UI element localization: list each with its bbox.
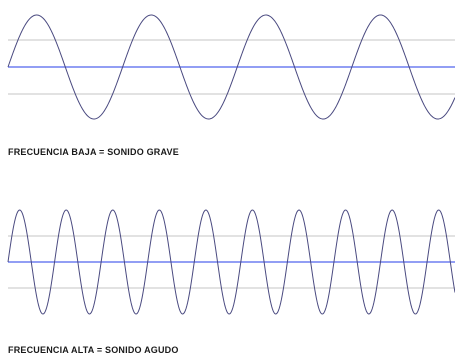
high-frequency-panel bbox=[7, 209, 455, 315]
low-frequency-caption: FRECUENCIA BAJA = SONIDO GRAVE bbox=[8, 147, 179, 157]
high-frequency-caption: FRECUENCIA ALTA = SONIDO AGUDO bbox=[8, 345, 179, 355]
low-frequency-wave bbox=[7, 14, 455, 120]
high-frequency-wave bbox=[7, 209, 455, 315]
low-frequency-panel bbox=[7, 14, 455, 120]
